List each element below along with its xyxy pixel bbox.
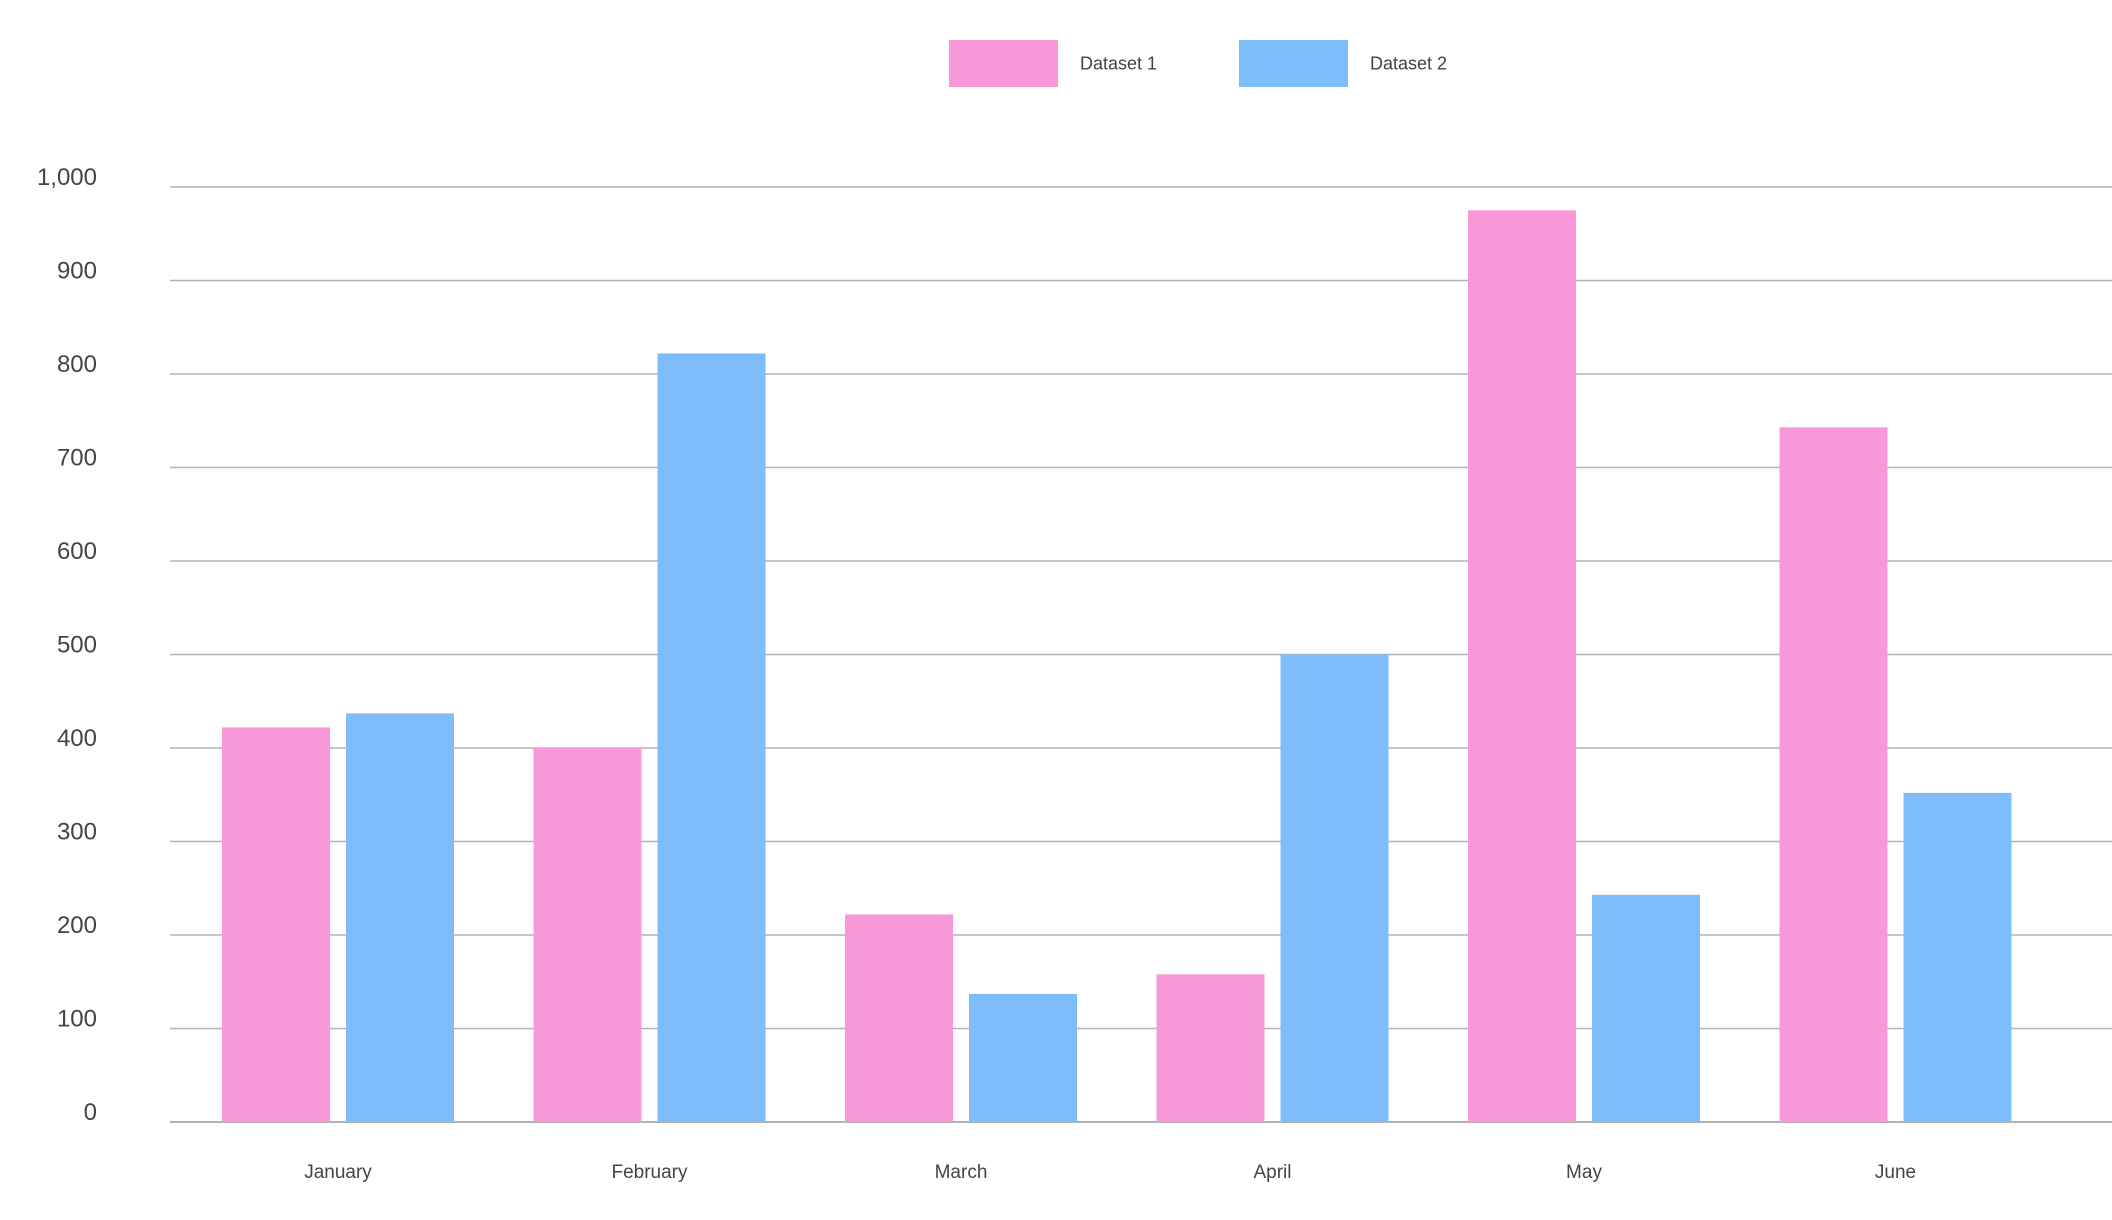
x-tick-label: June (1875, 1162, 1916, 1183)
bar-june-series-2 (1903, 792, 2012, 1122)
bar-february-series-2 (657, 353, 766, 1122)
y-tick-label: 500 (57, 632, 97, 659)
chart-legend: Dataset 1 Dataset 2 (949, 40, 1447, 87)
chart-bars (222, 210, 2012, 1122)
legend-label-series-2: Dataset 2 (1370, 54, 1447, 74)
y-tick-label: 400 (57, 725, 97, 752)
bar-april-series-2 (1280, 654, 1389, 1122)
bar-june-series-1 (1779, 427, 1888, 1122)
bar-may-series-1 (1468, 210, 1576, 1122)
legend-swatch-series-2 (1239, 40, 1348, 87)
x-tick-label: March (935, 1162, 988, 1183)
x-tick-label: May (1566, 1162, 1602, 1183)
bar-march-series-2 (969, 993, 1077, 1122)
y-tick-label: 100 (57, 1006, 97, 1033)
bar-january-series-2 (346, 713, 454, 1122)
bar-january-series-1 (222, 727, 330, 1122)
bar-march-series-1 (845, 914, 953, 1122)
legend-swatch-series-1 (949, 40, 1058, 87)
y-tick-label: 200 (57, 912, 97, 939)
chart-gridlines (170, 186, 2112, 1123)
y-tick-label: 0 (84, 1099, 97, 1126)
y-tick-label: 700 (57, 445, 97, 472)
x-tick-label: January (304, 1162, 372, 1183)
y-tick-label: 900 (57, 258, 97, 285)
x-axis: January February March April May June (304, 1162, 1916, 1183)
x-tick-label: February (611, 1162, 688, 1183)
y-tick-label: 800 (57, 351, 97, 378)
bar-april-series-1 (1156, 974, 1265, 1122)
x-tick-label: April (1253, 1162, 1291, 1183)
y-tick-label: 600 (57, 538, 97, 565)
y-axis: 0 100 200 300 400 500 600 700 800 900 1,000 (37, 164, 97, 1126)
y-tick-label: 1,000 (37, 164, 97, 191)
bar-may-series-2 (1592, 894, 1700, 1122)
y-tick-label: 300 (57, 819, 97, 846)
bar-february-series-1 (533, 748, 642, 1122)
legend-label-series-1: Dataset 1 (1080, 54, 1157, 74)
